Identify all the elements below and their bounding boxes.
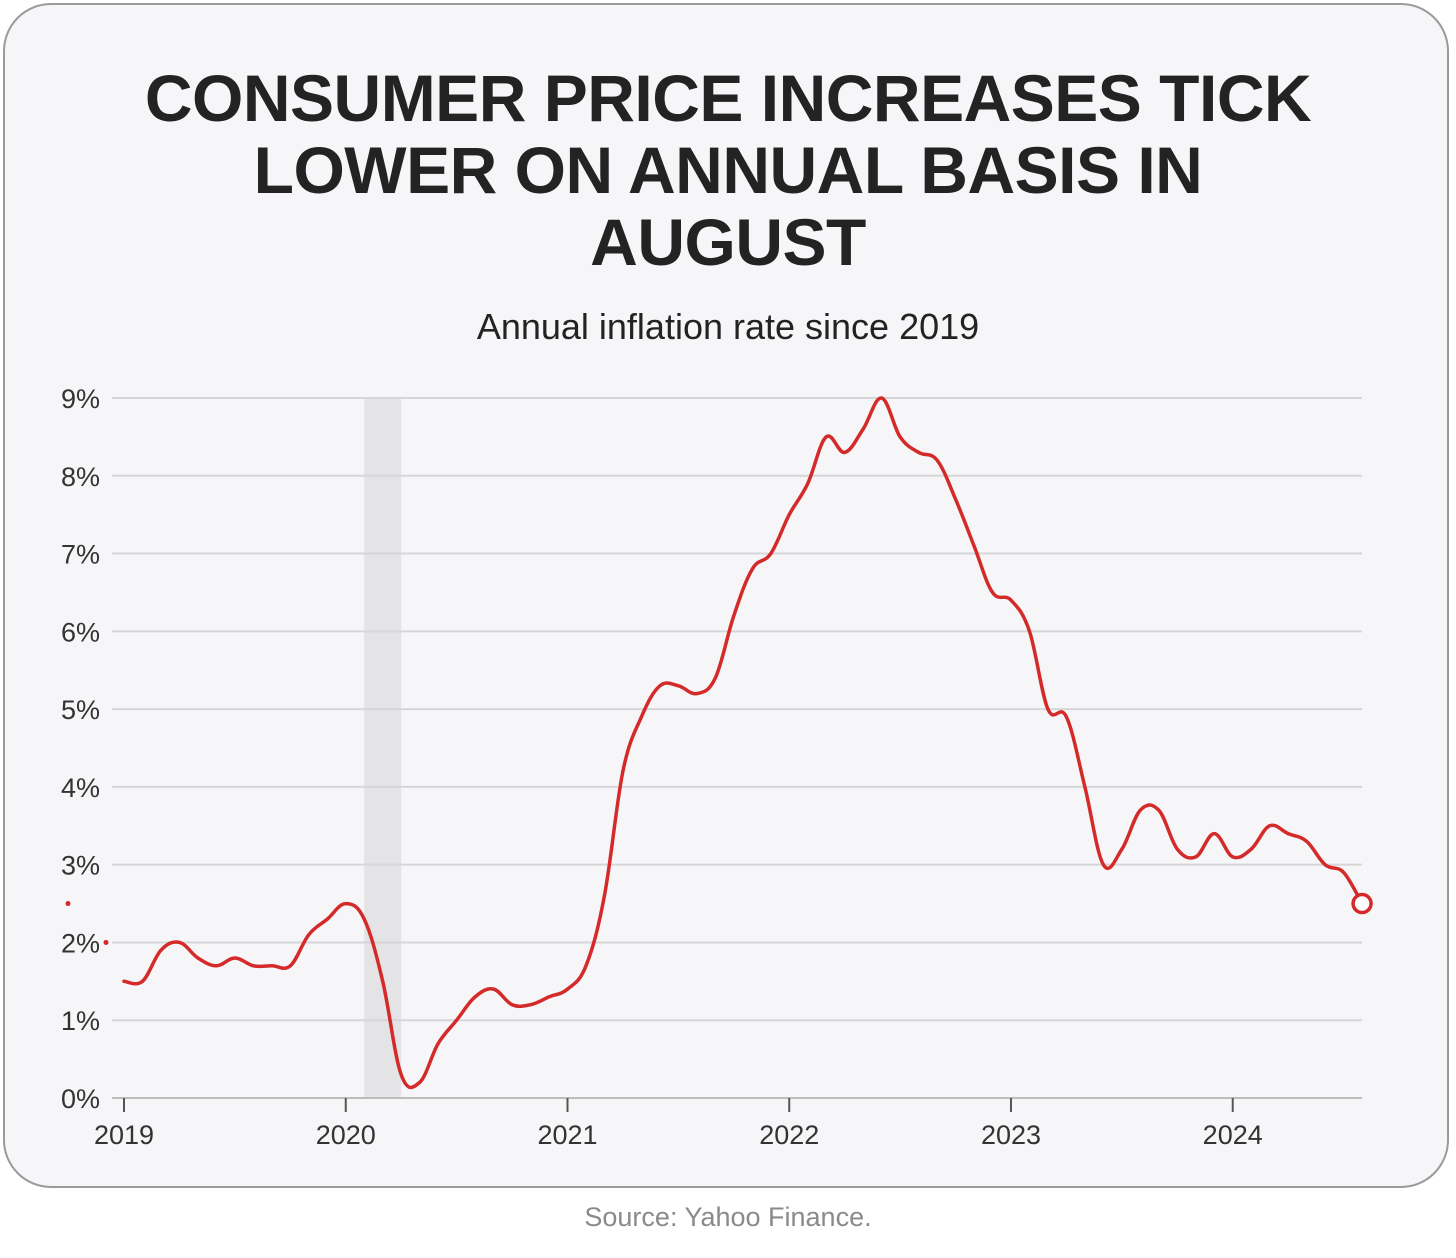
data-point [639, 715, 644, 719]
data-point [713, 676, 717, 680]
data-point [344, 902, 348, 906]
chart-title-line-1: CONSUMER PRICE INCREASES TICK [144, 61, 1312, 135]
source-note: Source: Yahoo Finance. [584, 1202, 872, 1232]
data-point [473, 995, 477, 999]
data-point [935, 458, 939, 462]
data-point [214, 964, 218, 968]
data-point [843, 450, 847, 454]
data-point [565, 987, 570, 991]
data-point [861, 427, 865, 431]
data-point [1194, 855, 1198, 859]
data-point [898, 435, 902, 439]
data-point [455, 1018, 459, 1022]
y-tick-label: 1% [61, 1006, 100, 1036]
y-tick-label: 0% [61, 1084, 100, 1114]
data-point [1231, 855, 1235, 859]
data-point [584, 964, 588, 968]
data-point [750, 567, 754, 571]
data-point [418, 1080, 422, 1084]
chart-title: CONSUMER PRICE INCREASES TICK LOWER ON A… [0, 62, 1456, 278]
x-tick-label: 2023 [981, 1120, 1041, 1150]
data-point [621, 769, 625, 773]
data-point [1268, 824, 1272, 828]
data-point [676, 684, 681, 688]
data-point [270, 964, 274, 968]
x-tick-label: 2022 [759, 1120, 819, 1150]
data-point [1064, 715, 1068, 719]
data-point [1157, 808, 1161, 812]
y-tick-label: 4% [61, 773, 100, 803]
data-point [806, 482, 810, 486]
data-point [1101, 863, 1105, 867]
data-point [510, 1003, 514, 1007]
x-tick-label: 2024 [1203, 1120, 1263, 1150]
data-point [732, 614, 736, 618]
data-point [325, 917, 329, 921]
data-point [547, 995, 551, 999]
data-point [1342, 870, 1346, 875]
data-point [880, 396, 884, 400]
y-tick-label: 6% [61, 617, 100, 647]
data-point [159, 948, 163, 952]
data-point [824, 435, 828, 439]
data-point [492, 987, 496, 991]
data-point [122, 979, 126, 983]
data-point [972, 544, 976, 548]
chart-title-line-3: AUGUST [590, 205, 866, 279]
data-point [917, 450, 921, 454]
x-tick-label: 2019 [94, 1120, 154, 1150]
data-point [307, 933, 311, 937]
left-edge-marker [65, 901, 71, 907]
y-tick-label: 7% [61, 540, 100, 570]
data-point [196, 956, 200, 960]
data-point [528, 1003, 533, 1007]
chart-card [3, 3, 1449, 1188]
data-point [602, 894, 607, 898]
data-point [1249, 847, 1253, 851]
data-point [1120, 847, 1124, 851]
data-point [362, 917, 366, 921]
data-point [399, 1073, 403, 1077]
data-point [695, 692, 699, 696]
data-point [1009, 598, 1013, 602]
data-point [1083, 785, 1087, 789]
chart-subtitle: Annual inflation rate since 2019 [476, 306, 980, 347]
data-point [1323, 863, 1327, 867]
left-edge-marker [103, 939, 109, 945]
data-point [251, 964, 255, 968]
y-tick-label: 8% [61, 462, 100, 492]
x-tick-label: 2020 [316, 1120, 376, 1150]
data-point [381, 979, 385, 983]
y-tick-label: 5% [61, 695, 100, 725]
y-tick-label: 3% [61, 851, 100, 881]
data-point [953, 497, 958, 501]
data-point [1212, 832, 1216, 836]
data-point [1286, 832, 1290, 836]
shaded-period [364, 398, 402, 1098]
data-point [233, 956, 237, 960]
y-tick-label: 2% [61, 928, 100, 958]
data-point [1027, 629, 1032, 633]
data-point [288, 964, 292, 968]
data-point [1175, 847, 1179, 851]
x-tick-label: 2021 [537, 1120, 597, 1150]
series-line [122, 396, 1364, 1090]
y-tick-label: 9% [61, 384, 100, 414]
data-point [990, 590, 995, 595]
data-point [436, 1042, 440, 1046]
data-point [177, 940, 181, 945]
data-point [1138, 808, 1142, 812]
chart-title-line-2: LOWER ON ANNUAL BASIS IN [253, 133, 1203, 207]
data-point [769, 552, 773, 556]
data-point [658, 684, 662, 688]
data-point [140, 979, 145, 983]
data-point [1305, 839, 1309, 843]
latest-value-marker [1351, 892, 1373, 915]
data-point [1046, 707, 1050, 711]
data-point [787, 513, 791, 517]
